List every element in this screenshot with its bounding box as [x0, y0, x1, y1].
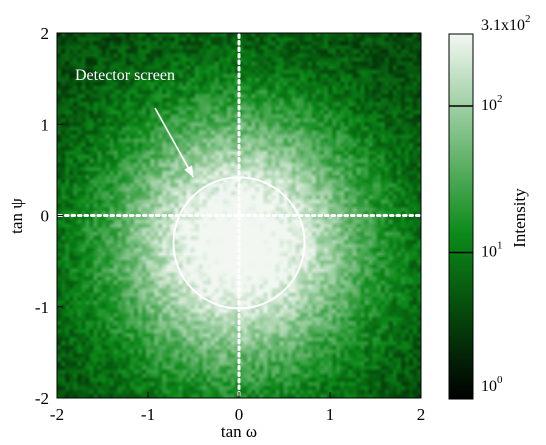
colorbar-tick-label: 102 — [481, 93, 503, 114]
y-tick-label: 0 — [41, 207, 50, 226]
detector-screen-arrowhead — [184, 165, 194, 178]
x-tick-label: 2 — [417, 405, 426, 424]
detector-screen-circle — [172, 176, 306, 310]
colorbar-tick-label: 100 — [481, 374, 503, 395]
x-axis-ticks: -2 -1 0 1 2 — [50, 392, 425, 424]
y-tick-label: -1 — [35, 298, 49, 317]
colorbar-label: Intensity — [510, 188, 529, 248]
y-axis-ticks: -2 -1 0 1 2 — [35, 24, 63, 408]
y-tick-label: -2 — [35, 389, 49, 408]
colorbar-tick-label: 101 — [481, 239, 503, 260]
x-tick-label: -1 — [141, 405, 155, 424]
detector-screen-arrow — [154, 107, 195, 178]
x-tick-label: 1 — [326, 405, 335, 424]
x-tick-label: -2 — [50, 405, 64, 424]
y-axis-label: tan ψ — [7, 198, 26, 234]
colorbar — [448, 33, 474, 400]
y-tick-label: 2 — [41, 24, 50, 43]
detector-screen-label: Detector screen — [75, 67, 175, 84]
x-tick-label: 0 — [235, 405, 244, 424]
x-axis-label: tan ω — [221, 422, 257, 440]
y-tick-label: 1 — [41, 115, 50, 134]
colorbar-ticks: 100 101 102 3.1x102 — [449, 13, 531, 395]
colorbar-tick-label: 3.1x102 — [481, 13, 531, 34]
